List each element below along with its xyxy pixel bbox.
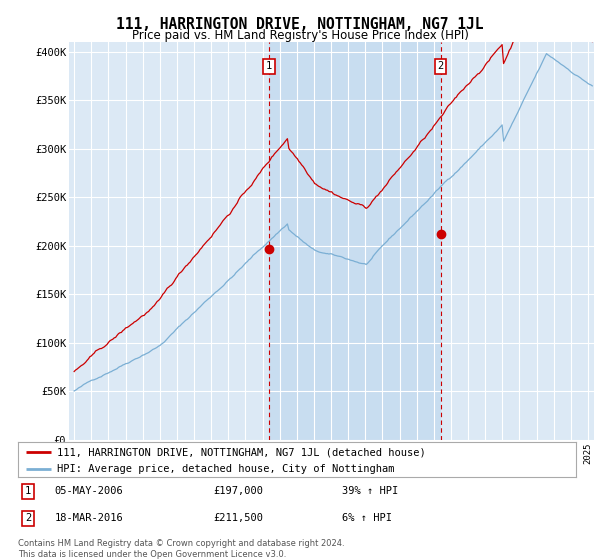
- Text: 05-MAY-2006: 05-MAY-2006: [54, 486, 123, 496]
- Text: £197,000: £197,000: [214, 486, 263, 496]
- Text: Price paid vs. HM Land Registry's House Price Index (HPI): Price paid vs. HM Land Registry's House …: [131, 29, 469, 42]
- Text: 39% ↑ HPI: 39% ↑ HPI: [341, 486, 398, 496]
- Text: 2: 2: [25, 514, 31, 524]
- Text: 1: 1: [25, 486, 31, 496]
- Text: £211,500: £211,500: [214, 514, 263, 524]
- Text: 2: 2: [437, 61, 443, 71]
- Text: 111, HARRINGTON DRIVE, NOTTINGHAM, NG7 1JL (detached house): 111, HARRINGTON DRIVE, NOTTINGHAM, NG7 1…: [57, 447, 426, 457]
- Text: 18-MAR-2016: 18-MAR-2016: [54, 514, 123, 524]
- Text: 1: 1: [266, 61, 272, 71]
- Text: 111, HARRINGTON DRIVE, NOTTINGHAM, NG7 1JL: 111, HARRINGTON DRIVE, NOTTINGHAM, NG7 1…: [116, 17, 484, 32]
- Bar: [269, 42, 440, 440]
- Text: 6% ↑ HPI: 6% ↑ HPI: [341, 514, 392, 524]
- Text: Contains HM Land Registry data © Crown copyright and database right 2024.
This d: Contains HM Land Registry data © Crown c…: [18, 539, 344, 559]
- Text: HPI: Average price, detached house, City of Nottingham: HPI: Average price, detached house, City…: [57, 464, 395, 474]
